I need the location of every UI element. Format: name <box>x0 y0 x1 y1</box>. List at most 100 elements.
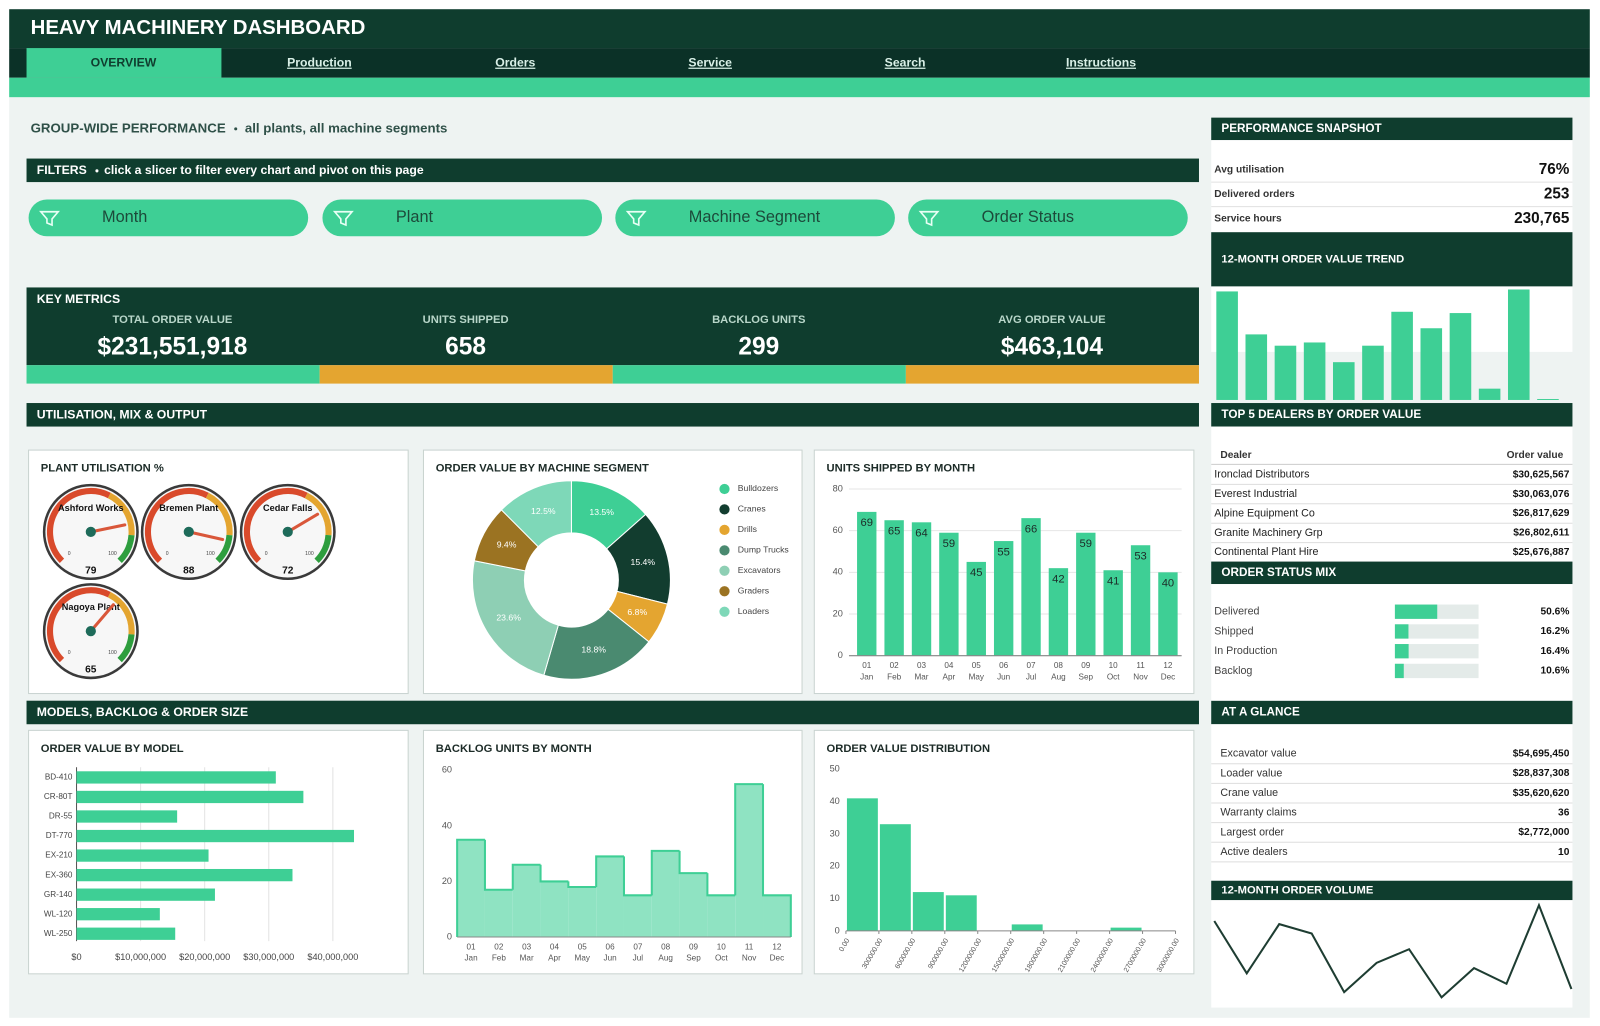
x-tick-label: 05 <box>578 942 588 951</box>
gauge-name: Ashford Works <box>58 503 124 513</box>
y-tick-label: 0 <box>838 650 843 660</box>
gauge-tick-label: 0 <box>68 551 71 557</box>
dealer-name: Continental Plant Hire <box>1214 546 1318 558</box>
y-tick-label: CR-80T <box>44 792 73 801</box>
progress-bar <box>1394 624 1409 639</box>
slicer-label[interactable]: Month <box>102 208 147 226</box>
gauge-name: Nagoya Plant <box>62 602 120 612</box>
x-tick-label: 08 <box>1054 661 1064 670</box>
nav-tab[interactable]: Search <box>885 56 926 70</box>
x-tick-sublabel: Sep <box>1079 672 1094 681</box>
gauge-needle <box>89 603 115 633</box>
x-tick-label: 04 <box>944 661 954 670</box>
slicer-label[interactable]: Plant <box>396 208 434 226</box>
x-tick-label: 06 <box>606 942 616 951</box>
y-tick-label: 40 <box>442 820 452 830</box>
gauge-value: 65 <box>85 665 97 676</box>
gauge-band <box>117 534 135 564</box>
x-tick-sublabel: Nov <box>1133 672 1148 681</box>
chart-title: ORDER VALUE DISTRIBUTION <box>827 743 991 755</box>
area-step <box>763 895 791 938</box>
section-title: UTILISATION, MIX & OUTPUT <box>37 408 208 422</box>
y-tick-label: 20 <box>442 876 452 886</box>
step-line <box>734 783 764 896</box>
gauge-band <box>243 487 308 564</box>
bar <box>1449 313 1472 400</box>
dealer-name: Granite Machinery Grp <box>1214 527 1322 539</box>
data-label: 42 <box>1052 573 1064 585</box>
legend-label: Cranes <box>738 504 767 514</box>
bar <box>76 829 355 843</box>
panel-title: AT A GLANCE <box>1221 706 1300 719</box>
x-tick-label: 10 <box>1109 661 1119 670</box>
nav-bar <box>9 48 1590 78</box>
chart-panel <box>1211 584 1573 701</box>
bar <box>1130 545 1151 656</box>
slicer-label[interactable]: Order Status <box>982 208 1074 226</box>
x-tick-label: $0 <box>71 952 81 962</box>
dealers-panel <box>1211 426 1573 562</box>
slicer-label[interactable]: Machine Segment <box>689 208 821 226</box>
glance-label: Largest order <box>1220 826 1284 838</box>
x-tick-sublabel: Jan <box>464 954 477 963</box>
bar <box>857 511 877 656</box>
status-label: Delivered <box>1214 606 1259 618</box>
bar <box>1537 398 1559 400</box>
nav-tab[interactable]: Instructions <box>1066 56 1136 70</box>
x-tick-label: 11 <box>745 942 754 951</box>
glance-label: Active dealers <box>1220 846 1287 858</box>
bar <box>1021 518 1041 656</box>
nav-tab[interactable]: Service <box>688 56 732 70</box>
table-header: Dealer <box>1220 450 1251 461</box>
bar <box>1048 568 1069 656</box>
bar <box>76 927 176 940</box>
data-label: 41 <box>1107 575 1119 587</box>
panel-header <box>1211 117 1573 141</box>
section-title: MODELS, BACKLOG & ORDER SIZE <box>37 705 248 719</box>
data-label: 40 <box>1162 578 1174 590</box>
legend-label: Excavators <box>738 565 782 575</box>
status-label: In Production <box>1214 645 1277 657</box>
histogram-bar <box>1110 927 1142 931</box>
slicer[interactable] <box>28 199 309 237</box>
table-header: Order value <box>1507 450 1564 461</box>
bar <box>993 541 1014 656</box>
slicer[interactable] <box>615 199 895 237</box>
y-tick-label: 0 <box>447 931 452 941</box>
step-line <box>622 856 652 897</box>
x-tick-sublabel: Aug <box>1051 672 1066 681</box>
key-metrics-title: KEY METRICS <box>37 292 120 306</box>
bar <box>76 908 160 921</box>
step-line <box>539 864 569 883</box>
progress-track <box>1394 644 1479 659</box>
legend-label: Graders <box>738 586 770 596</box>
metric-value: $231,551,918 <box>98 333 248 360</box>
glance-value: $28,837,308 <box>1513 768 1570 779</box>
slicer[interactable] <box>322 199 603 237</box>
bar <box>1158 572 1178 656</box>
legend-label: Drills <box>738 524 758 534</box>
y-tick-label: WL-120 <box>44 909 73 918</box>
nav-tab[interactable]: Production <box>287 56 352 70</box>
nav-tab[interactable]: Orders <box>495 56 535 70</box>
bar <box>1420 328 1443 400</box>
x-tick-sublabel: Dec <box>1161 672 1175 681</box>
gauge-value: 72 <box>282 565 294 576</box>
slicer[interactable] <box>908 199 1188 237</box>
filter-icon <box>332 210 354 227</box>
nav-tab[interactable]: OVERVIEW <box>91 56 157 70</box>
y-tick-label: BD-410 <box>45 773 73 782</box>
gauge-hub <box>183 526 194 538</box>
panel-header <box>1211 232 1573 287</box>
bar <box>911 522 932 656</box>
pie-slice <box>500 480 572 548</box>
gauge-band <box>46 487 111 564</box>
x-tick-sublabel: Jan <box>860 672 873 681</box>
pie-slice <box>471 560 559 676</box>
bar <box>884 520 904 656</box>
slice-label: 13.5% <box>589 507 614 517</box>
progress-bar <box>1394 604 1438 619</box>
area-step <box>623 895 652 938</box>
legend-label: Dump Trucks <box>738 545 790 555</box>
